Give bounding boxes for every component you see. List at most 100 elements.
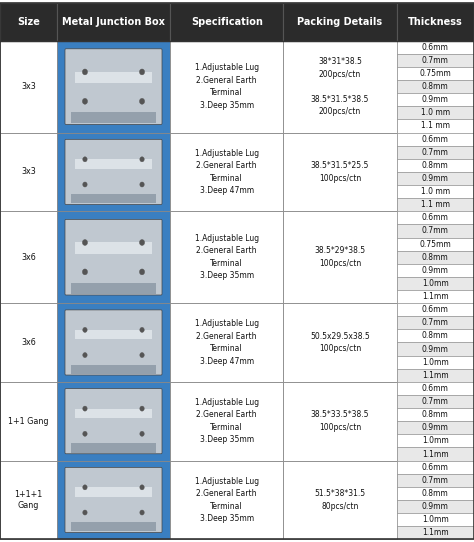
Bar bbox=[397, 250, 474, 264]
Text: 0.8mm: 0.8mm bbox=[422, 489, 449, 498]
Text: 3x3: 3x3 bbox=[21, 167, 36, 176]
Text: Packing Details: Packing Details bbox=[297, 17, 383, 27]
Bar bbox=[57, 303, 170, 382]
Bar bbox=[75, 159, 152, 169]
Text: 0.9mm: 0.9mm bbox=[422, 174, 449, 183]
Text: 1.1 mm: 1.1 mm bbox=[421, 200, 450, 209]
Text: 51.5*38*31.5
80pcs/ctn: 51.5*38*31.5 80pcs/ctn bbox=[314, 489, 365, 511]
Bar bbox=[57, 3, 170, 41]
Text: 0.9mm: 0.9mm bbox=[422, 345, 449, 353]
Bar bbox=[71, 194, 156, 203]
Bar bbox=[57, 41, 170, 133]
Bar bbox=[0, 41, 57, 133]
Text: 1.Adjustable Lug
2.General Earth
Terminal
3.Deep 47mm: 1.Adjustable Lug 2.General Earth Termina… bbox=[195, 319, 259, 366]
Bar bbox=[283, 41, 397, 133]
Bar bbox=[57, 133, 170, 211]
Text: 1.Adjustable Lug
2.General Earth
Terminal
3.Deep 47mm: 1.Adjustable Lug 2.General Earth Termina… bbox=[195, 149, 259, 195]
Bar bbox=[170, 133, 283, 211]
Text: 50.5x29.5x38.5
100pcs/ctn: 50.5x29.5x38.5 100pcs/ctn bbox=[310, 332, 370, 353]
Circle shape bbox=[82, 98, 88, 104]
Bar bbox=[71, 365, 156, 374]
Circle shape bbox=[140, 327, 144, 332]
Circle shape bbox=[140, 510, 144, 515]
Text: 0.7mm: 0.7mm bbox=[422, 476, 449, 485]
Bar bbox=[397, 80, 474, 93]
FancyBboxPatch shape bbox=[65, 389, 162, 454]
Circle shape bbox=[82, 269, 88, 275]
Bar bbox=[397, 290, 474, 303]
Bar bbox=[397, 303, 474, 316]
Text: 0.8mm: 0.8mm bbox=[422, 410, 449, 419]
Bar bbox=[0, 3, 57, 41]
Bar bbox=[283, 211, 397, 303]
Circle shape bbox=[83, 510, 87, 515]
Bar bbox=[283, 461, 397, 539]
FancyBboxPatch shape bbox=[65, 310, 162, 375]
Text: 1.0mm: 1.0mm bbox=[422, 358, 449, 366]
Bar bbox=[397, 93, 474, 106]
Text: 3x3: 3x3 bbox=[21, 82, 36, 91]
Bar bbox=[397, 500, 474, 513]
Bar bbox=[397, 146, 474, 159]
Text: 1.0mm: 1.0mm bbox=[422, 436, 449, 446]
Text: 38.5*29*38.5
100pcs/ctn: 38.5*29*38.5 100pcs/ctn bbox=[314, 247, 365, 268]
Bar bbox=[0, 461, 57, 539]
Text: 0.75mm: 0.75mm bbox=[419, 240, 451, 249]
Bar bbox=[57, 382, 170, 461]
Bar bbox=[397, 448, 474, 461]
Bar bbox=[283, 3, 397, 41]
Text: 1+1 Gang: 1+1 Gang bbox=[8, 417, 49, 425]
Bar bbox=[75, 330, 152, 339]
Bar bbox=[397, 474, 474, 487]
Circle shape bbox=[140, 485, 144, 490]
Circle shape bbox=[139, 240, 145, 246]
Bar bbox=[397, 513, 474, 526]
Circle shape bbox=[140, 431, 144, 436]
Circle shape bbox=[82, 69, 88, 75]
Circle shape bbox=[139, 98, 145, 104]
Bar bbox=[75, 72, 152, 83]
Text: 0.8mm: 0.8mm bbox=[422, 82, 449, 91]
Bar bbox=[397, 119, 474, 133]
Bar bbox=[75, 409, 152, 418]
Text: 1.0mm: 1.0mm bbox=[422, 279, 449, 288]
Bar bbox=[397, 106, 474, 119]
Text: 0.7mm: 0.7mm bbox=[422, 227, 449, 235]
Circle shape bbox=[83, 485, 87, 490]
Bar bbox=[397, 408, 474, 421]
FancyBboxPatch shape bbox=[65, 139, 162, 204]
Text: 1.1 mm: 1.1 mm bbox=[421, 121, 450, 131]
Circle shape bbox=[140, 182, 144, 187]
Text: 0.6mm: 0.6mm bbox=[422, 134, 449, 144]
Bar bbox=[397, 172, 474, 185]
Bar bbox=[397, 41, 474, 54]
Text: 0.9mm: 0.9mm bbox=[422, 502, 449, 511]
Circle shape bbox=[139, 269, 145, 275]
Circle shape bbox=[83, 327, 87, 332]
Text: 1.1mm: 1.1mm bbox=[422, 528, 448, 537]
Bar bbox=[397, 54, 474, 67]
Text: 1.1mm: 1.1mm bbox=[422, 449, 448, 459]
Circle shape bbox=[83, 431, 87, 436]
Text: 0.6mm: 0.6mm bbox=[422, 43, 449, 51]
Bar bbox=[397, 159, 474, 172]
Text: 1.Adjustable Lug
2.General Earth
Terminal
3.Deep 35mm: 1.Adjustable Lug 2.General Earth Termina… bbox=[195, 398, 259, 444]
Circle shape bbox=[140, 406, 144, 411]
Text: 38.5*33.5*38.5
100pcs/ctn: 38.5*33.5*38.5 100pcs/ctn bbox=[311, 410, 369, 432]
Bar bbox=[397, 264, 474, 277]
Bar bbox=[75, 487, 152, 497]
Text: 1.0mm: 1.0mm bbox=[422, 515, 449, 524]
Circle shape bbox=[139, 69, 145, 75]
Bar bbox=[0, 303, 57, 382]
Bar bbox=[397, 330, 474, 343]
Text: 0.9mm: 0.9mm bbox=[422, 95, 449, 104]
Bar bbox=[397, 461, 474, 474]
Bar bbox=[397, 224, 474, 237]
Bar bbox=[0, 382, 57, 461]
Text: 3x6: 3x6 bbox=[21, 253, 36, 262]
Bar bbox=[283, 382, 397, 461]
Circle shape bbox=[83, 352, 87, 358]
Bar bbox=[71, 443, 156, 453]
Bar bbox=[397, 316, 474, 330]
Bar bbox=[397, 67, 474, 80]
